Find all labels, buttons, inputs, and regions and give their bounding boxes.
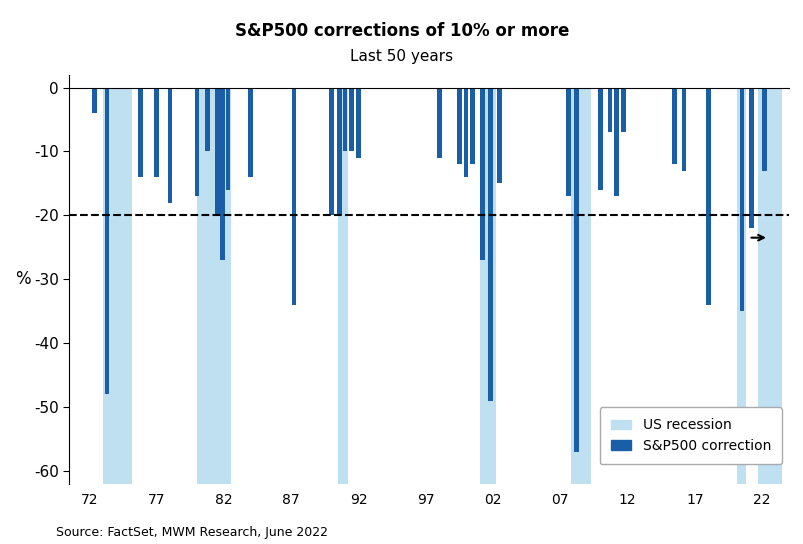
Text: Last 50 years: Last 50 years <box>350 49 453 64</box>
Bar <box>736 88 745 484</box>
Bar <box>479 88 484 260</box>
Bar <box>206 88 210 151</box>
Bar <box>565 88 570 196</box>
Bar <box>456 88 461 164</box>
Bar <box>356 88 361 158</box>
Bar <box>220 88 225 260</box>
Bar <box>168 88 173 202</box>
Bar <box>570 88 590 484</box>
Bar <box>479 88 495 484</box>
Bar <box>338 88 347 484</box>
Bar <box>197 88 230 484</box>
Bar <box>226 88 230 190</box>
Bar <box>739 88 744 311</box>
Bar <box>291 88 296 305</box>
Legend: US recession, S&P500 correction: US recession, S&P500 correction <box>599 407 781 465</box>
Bar <box>92 88 97 113</box>
Bar <box>487 88 492 400</box>
Bar <box>436 88 441 158</box>
Bar <box>248 88 253 177</box>
Bar <box>349 88 353 151</box>
Bar <box>597 88 602 190</box>
Bar <box>138 88 143 177</box>
Bar <box>104 88 109 394</box>
Y-axis label: %: % <box>15 270 31 288</box>
Text: Source: FactSet, MWM Research, June 2022: Source: FactSet, MWM Research, June 2022 <box>56 526 328 539</box>
Bar <box>214 88 219 215</box>
Bar <box>681 88 686 171</box>
Bar <box>463 88 468 177</box>
Bar <box>470 88 475 164</box>
Bar <box>103 88 132 484</box>
Bar <box>342 88 347 151</box>
Text: S&P500 corrections of 10% or more: S&P500 corrections of 10% or more <box>234 22 569 40</box>
Bar <box>497 88 501 183</box>
Bar <box>328 88 333 215</box>
Bar <box>607 88 612 132</box>
Bar <box>761 88 766 171</box>
Bar <box>757 88 781 484</box>
Bar <box>621 88 625 132</box>
Bar <box>748 88 752 228</box>
Bar <box>705 88 710 305</box>
Bar <box>573 88 578 452</box>
Bar <box>194 88 199 196</box>
Bar <box>613 88 618 196</box>
Bar <box>671 88 676 164</box>
Bar <box>154 88 159 177</box>
Bar <box>337 88 341 215</box>
